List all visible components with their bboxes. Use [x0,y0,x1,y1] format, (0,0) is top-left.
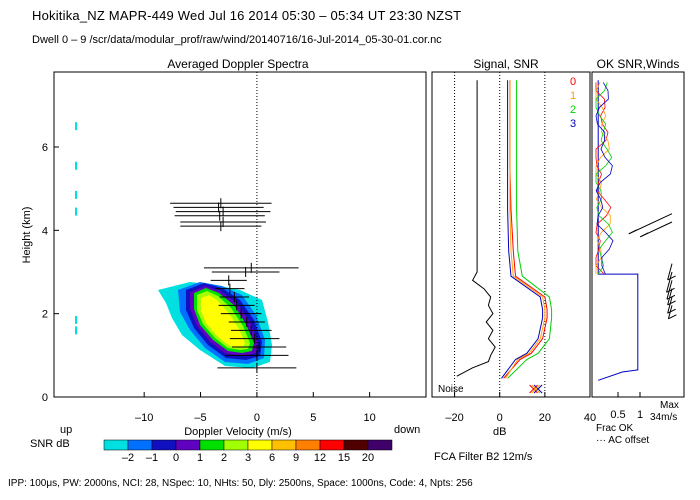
colorbar-tick-label: 6 [269,452,275,464]
wind-barb [667,288,673,306]
snr-series-line [507,80,553,379]
height-tick-label: 6 [42,142,48,154]
velocity-tick-label: 10 [364,412,376,424]
velocity-tick-label: 5 [310,412,316,424]
snr-series-legend: 0 [570,76,576,88]
height-tick-label: 4 [42,225,48,237]
colorbar-swatch [223,439,249,451]
ok-snr-trace [595,82,613,275]
frac-ok-line [597,80,639,381]
colorbar-snr-label: SNR dB [30,438,70,450]
wind-barb-flag [628,229,638,235]
noise-level-marker [529,384,538,394]
snr-panel-frame [431,71,591,398]
snr-series-line [504,80,546,379]
frac-axis-label: Frac OK [596,423,634,434]
noise-level-marker [533,384,543,394]
colorbar-tick-label: 15 [338,452,350,464]
snr-series-line [456,80,496,377]
colorbar-tick-label: 2 [221,452,227,464]
colorbar-swatch [319,439,345,451]
colorbar-tick-label: 12 [314,452,326,464]
velocity-tick-label: –5 [194,412,206,424]
colorbar-tick-label: 9 [293,452,299,464]
file-path-subtitle: Dwell 0 – 9 /scr/data/modular_prof/raw/w… [32,34,442,46]
wind-barb-flag [640,232,649,238]
radar-parameters: IPP: 100μs, PW: 2000ns, NCI: 28, NSpec: … [8,478,473,489]
winds-panel-frame [591,71,685,398]
velocity-tick-label: –10 [135,412,153,424]
db-tick-label: 20 [539,412,551,424]
db-tick-label: –20 [445,412,463,424]
db-tick-label: 40 [584,412,596,424]
colorbar-swatch [367,439,393,451]
velocity-axis-label: Doppler Velocity (m/s) [184,426,292,438]
colorbar-up-label: up [60,424,72,436]
wind-barb [666,271,673,293]
page-title: Hokitika_NZ MAPR-449 Wed Jul 16 2014 05:… [32,8,462,23]
colorbar-swatch [271,439,297,451]
frac-tick-label: 0.5 [610,409,625,421]
colorbar-tick-label: 0 [173,452,179,464]
wind-barb-flag [667,275,676,281]
wind-barb-flag [667,300,676,306]
colorbar-tick-label: 3 [245,452,251,464]
colorbar-swatch [127,439,153,451]
colorbar-down-label: down [394,424,420,436]
max-value: 34m/s [650,412,677,423]
max-label: Max [660,400,679,411]
frac-tick-label: 1 [637,409,643,421]
db-axis-label: dB [493,426,506,438]
ac-offset-label: ··· AC offset [596,435,649,446]
colorbar-tick-label: –1 [146,452,158,464]
winds-title: OK SNR,Winds [597,57,680,71]
colorbar-swatch [343,439,369,451]
wind-barb [667,305,673,319]
colorbar-swatch [199,439,225,451]
height-tick-label: 2 [42,309,48,321]
ok-snr-trace [595,82,614,275]
wind-barb-flag [666,294,676,300]
height-axis-label: Height (km) [21,207,33,264]
colorbar-swatch [103,439,129,451]
snr-series-legend: 1 [570,90,576,102]
noise-level-marker [531,384,541,394]
colorbar-swatch [247,439,273,451]
filter-label: FCA Filter B2 12m/s [434,451,533,463]
wind-barb-flag [668,314,677,320]
spectra-panel-frame [53,71,427,398]
colorbar-swatch [151,439,177,451]
wind-barb-flag [667,308,676,314]
colorbar-swatch [295,439,321,451]
wind-barb [667,263,673,281]
ok-snr-trace [595,82,611,275]
colorbar-tick-label: 20 [362,452,374,464]
snr-series-legend: 2 [570,104,576,116]
colorbar-tick-label: –2 [122,452,134,464]
spectra-title: Averaged Doppler Spectra [167,57,309,71]
db-tick-label: 0 [497,412,503,424]
wind-barb [666,280,673,300]
velocity-tick-label: 0 [254,412,260,424]
snr-series-line [501,80,544,379]
noise-label: Noise [438,384,464,395]
colorbar-tick-label: 1 [197,452,203,464]
wind-barb-flag [666,287,675,293]
wind-barb [667,296,673,314]
snr-series-legend: 3 [570,118,576,130]
colorbar-swatch [175,439,201,451]
height-tick-label: 0 [42,392,48,404]
snr-title: Signal, SNR [473,57,539,71]
ok-snr-trace [595,82,612,275]
